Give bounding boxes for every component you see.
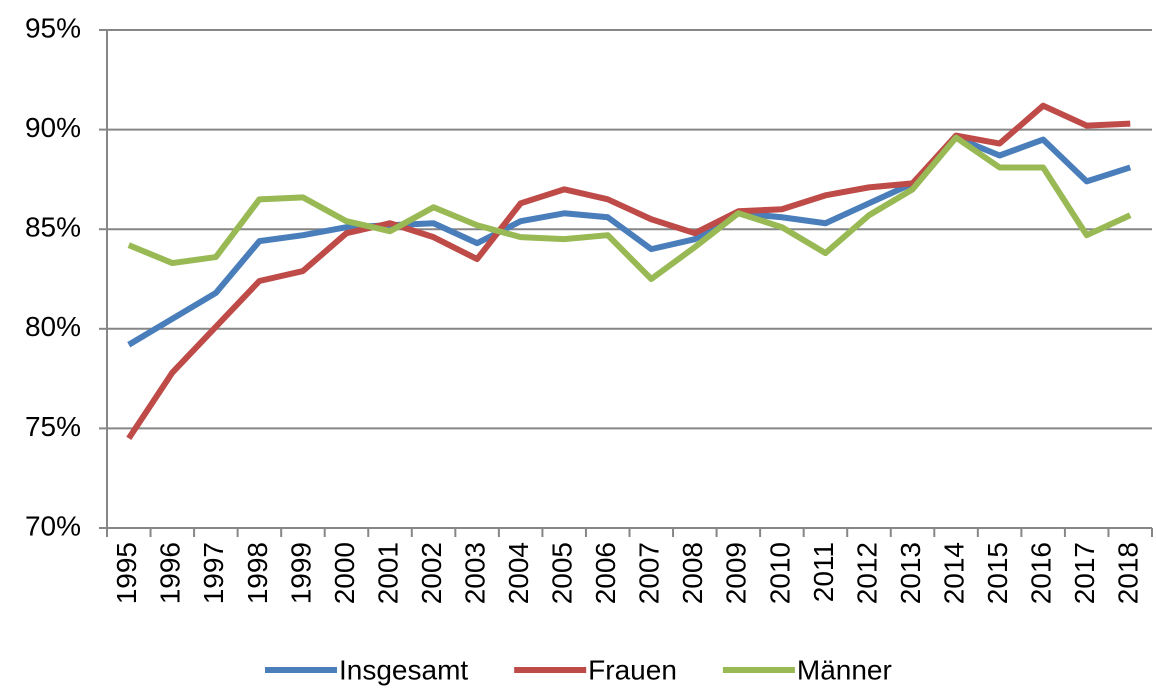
x-tick-label: 2001 [372,542,403,604]
x-tick-label: 1995 [111,542,142,604]
y-tick-label: 95% [25,12,81,43]
x-tick-label: 2013 [895,542,926,604]
x-tick-label: 2000 [329,542,360,604]
x-tick-label: 1999 [285,542,316,604]
x-tick-label: 2010 [764,542,795,604]
legend-label: Männer [797,654,892,685]
x-tick-label: 2003 [459,542,490,604]
legend-label: Insgesamt [339,654,468,685]
x-tick-label: 2015 [982,542,1013,604]
y-tick-label: 90% [25,112,81,143]
x-tick-label: 2009 [721,542,752,604]
series-line [126,102,1131,441]
x-tick-label: 1997 [198,542,229,604]
x-tick-label: 2005 [547,542,578,604]
y-tick-label: 75% [25,411,81,442]
x-tick-label: 2007 [634,542,665,604]
x-tick-label: 2011 [808,542,839,602]
x-tick-label: 1998 [242,542,273,604]
x-tick-label: 2012 [851,542,882,604]
x-tick-label: 2006 [590,542,621,604]
x-tick-label: 2017 [1069,542,1100,604]
series-line [127,134,1132,282]
x-tick-label: 2014 [938,542,969,604]
x-tick-label: 2002 [416,542,447,604]
y-tick-label: 70% [25,510,81,541]
y-tick-label: 85% [25,212,81,243]
x-tick-label: 2004 [503,542,534,604]
legend-label: Frauen [588,654,677,685]
x-tick-label: 2018 [1113,542,1144,604]
x-tick-label: 1996 [155,542,186,604]
x-tick-label: 2008 [677,542,708,604]
x-tick-label: 2016 [1026,542,1057,604]
y-tick-label: 80% [25,311,81,342]
series-line [127,134,1132,348]
